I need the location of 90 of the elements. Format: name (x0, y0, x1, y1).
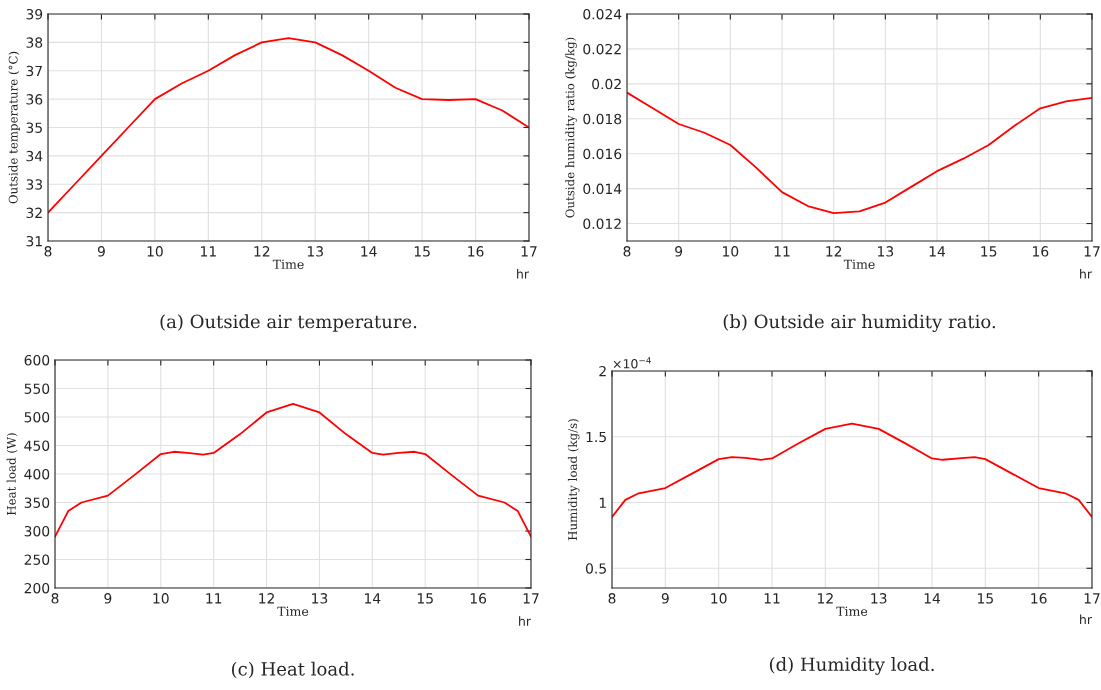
y-tick-label: 350 (24, 497, 50, 508)
x-tick-label: 17 (523, 593, 539, 604)
line-series (48, 37, 529, 214)
y-tick-label: 600 (24, 354, 50, 366)
text: (c) Heat load. (232, 661, 354, 679)
x-axis-title: Time (272, 259, 304, 269)
x-tick-label: 16 (470, 593, 487, 604)
x-tick-label: 15 (981, 246, 997, 257)
y-tick-label: 38 (26, 37, 43, 48)
y-tick-label: 31 (26, 235, 42, 247)
text: (a) Outside air temperature. (160, 314, 417, 332)
x-tick-label: 14 (924, 593, 941, 604)
x-tick-label: 16 (1033, 246, 1049, 257)
y-tick-label: 37 (26, 65, 42, 77)
x-tick-label: 12 (254, 246, 270, 257)
x-tick-label: 9 (104, 593, 112, 604)
y-axis-title: Outside temperature (°C) (8, 51, 20, 204)
x-axis-title: Time (843, 259, 875, 269)
text: hr (1080, 269, 1092, 279)
y-tick-label: 34 (26, 150, 43, 162)
y-axis-title: Humidity load (kg/s) (567, 419, 580, 541)
x-tick-label: 15 (414, 246, 430, 257)
y-tick-label: 1 (599, 497, 606, 508)
x-tick-label: 13 (871, 593, 887, 604)
x-tick-label: 10 (147, 246, 163, 257)
x-tick-label: 12 (818, 593, 833, 604)
y-tick-label: 400 (24, 468, 50, 480)
x-tick-label: 10 (153, 593, 169, 604)
line-series (627, 91, 1092, 214)
x-tick-label: 16 (468, 246, 484, 257)
x-tick-label: 11 (774, 246, 790, 257)
text: (d) Humidity load. (769, 657, 934, 675)
x-tick-label: 16 (1031, 593, 1047, 604)
line-series (612, 422, 1092, 518)
y-tick-label: 39 (26, 8, 43, 20)
x-tick-label: 15 (417, 593, 433, 604)
text: ×10$^{−4}$ (613, 357, 651, 369)
y-tick-label: 250 (24, 554, 50, 565)
x-tick-label: 9 (661, 593, 669, 604)
text: (b) Outside air humidity ratio. (723, 314, 996, 333)
y-tick-label: 0.024 (583, 8, 622, 20)
y-tick-label: 200 (24, 582, 50, 594)
x-tick-label: 12 (259, 593, 274, 604)
y-axis-title: Heat load (W) (6, 433, 18, 516)
x-tick-label: 11 (201, 246, 216, 257)
y-tick-label: 0.02 (592, 78, 621, 90)
y-tick-label: 0.012 (583, 218, 621, 230)
x-tick-label: 14 (365, 593, 381, 604)
y-tick-label: 300 (24, 525, 50, 537)
y-tick-label: 0.5 (585, 563, 606, 574)
x-tick-label: 8 (623, 246, 631, 257)
text: hr (517, 269, 529, 279)
x-tick-label: 13 (878, 246, 894, 257)
y-tick-label: 36 (26, 94, 43, 105)
x-tick-label: 11 (764, 593, 780, 604)
x-tick-label: 14 (929, 246, 946, 257)
x-axis-title: Time (836, 606, 868, 616)
x-tick-label: 10 (711, 593, 727, 604)
y-tick-label: 2 (599, 365, 606, 377)
x-tick-label: 10 (723, 246, 739, 257)
x-tick-label: 11 (206, 593, 222, 604)
y-tick-label: 0.016 (583, 148, 622, 160)
x-tick-label: 17 (1084, 593, 1100, 604)
x-tick-label: 9 (675, 246, 683, 257)
x-tick-label: 17 (521, 246, 537, 257)
x-tick-label: 13 (312, 593, 328, 604)
x-tick-label: 13 (307, 246, 323, 257)
y-axis-title: Outside humidity ratio (kg/kg) (565, 37, 577, 218)
text: hr (1080, 614, 1092, 624)
x-tick-label: 8 (608, 593, 616, 604)
x-tick-label: 8 (51, 593, 59, 604)
y-tick-label: 0.014 (583, 183, 622, 195)
x-axis-title: Time (277, 606, 309, 616)
line-series (55, 402, 531, 538)
y-tick-label: 1.5 (586, 431, 606, 443)
y-tick-label: 0.022 (583, 43, 621, 55)
x-tick-label: 9 (97, 246, 105, 257)
y-tick-label: 35 (26, 122, 42, 133)
y-tick-label: 33 (26, 179, 43, 190)
x-tick-label: 17 (1084, 246, 1100, 257)
y-tick-label: 500 (24, 411, 50, 423)
y-tick-label: 32 (26, 207, 42, 219)
y-tick-label: 550 (24, 383, 50, 394)
text: hr (519, 616, 531, 626)
x-tick-label: 12 (826, 246, 842, 257)
y-tick-label: 450 (24, 440, 50, 451)
x-tick-label: 8 (44, 246, 52, 257)
y-tick-label: 0.018 (583, 113, 622, 125)
x-tick-label: 14 (361, 246, 377, 257)
x-tick-label: 15 (978, 593, 993, 604)
